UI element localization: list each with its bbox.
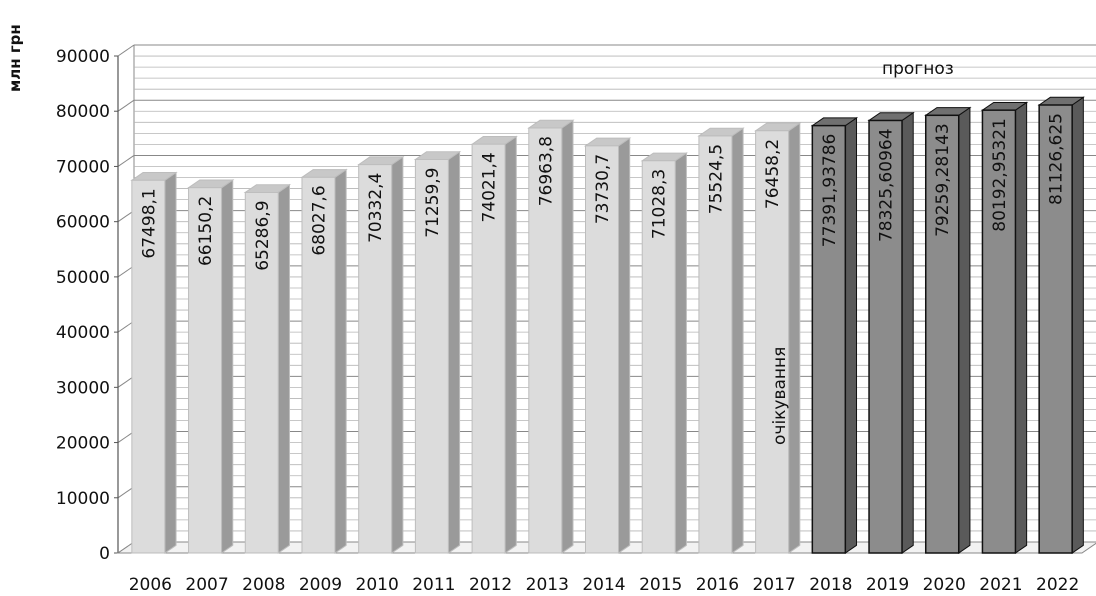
y-tick-label: 70000 (56, 157, 110, 177)
grid-diagonal (118, 155, 134, 166)
x-tick-label: 2006 (129, 575, 172, 595)
x-tick-label: 2013 (526, 575, 569, 595)
bar-side (165, 173, 176, 553)
x-tick-label: 2022 (1036, 575, 1079, 595)
data-label: 80192,95321 (990, 118, 1010, 232)
y-tick-label: 40000 (56, 323, 110, 343)
x-tick-label: 2010 (356, 575, 399, 595)
annotation-forecast: прогноз (882, 59, 954, 79)
data-label: 74021,4 (480, 152, 500, 222)
bar-side (392, 157, 403, 553)
y-tick-label: 30000 (56, 378, 110, 398)
data-label: 70332,4 (366, 173, 386, 243)
bar-side (335, 170, 346, 553)
x-tick-label: 2007 (185, 575, 228, 595)
grid-diagonal (118, 45, 134, 56)
x-tick-label: 2008 (242, 575, 285, 595)
data-label: 79259,28143 (933, 123, 953, 237)
bar-side (1015, 102, 1026, 553)
x-tick-label: 2017 (752, 575, 795, 595)
data-label: 66150,2 (196, 196, 216, 266)
bar-side (1072, 97, 1083, 553)
annotation-expected: очікування (770, 347, 790, 445)
data-label: 76458,2 (763, 139, 783, 209)
x-tick-label: 2019 (866, 575, 909, 595)
x-tick-label: 2015 (639, 575, 682, 595)
bar-side (732, 128, 743, 553)
data-label: 65286,9 (253, 200, 273, 270)
bar-side (789, 123, 800, 553)
x-tick-label: 2018 (809, 575, 852, 595)
x-tick-label: 2021 (979, 575, 1022, 595)
data-label: 67498,1 (139, 188, 159, 258)
grid-diagonal (118, 100, 134, 111)
bar-side (448, 152, 459, 553)
y-tick-label: 0 (99, 544, 110, 564)
bar-side (845, 118, 856, 553)
y-axis-label: млн грн (6, 24, 24, 92)
data-label: 68027,6 (309, 185, 329, 255)
x-tick-label: 2011 (412, 575, 455, 595)
data-label: 71259,9 (423, 167, 443, 237)
data-label: 73730,7 (593, 154, 613, 224)
x-tick-label: 2020 (923, 575, 966, 595)
y-tick-label: 60000 (56, 213, 110, 233)
bar-side (222, 180, 233, 553)
x-tick-label: 2016 (696, 575, 739, 595)
bar-side (278, 185, 289, 553)
data-label: 77391,93786 (820, 134, 840, 248)
bar-side (505, 137, 516, 553)
x-tick-label: 2012 (469, 575, 512, 595)
x-tick-label: 2014 (582, 575, 625, 595)
y-tick-label: 20000 (56, 434, 110, 454)
bar-side (619, 138, 630, 553)
bar-side (675, 153, 686, 553)
bar-side (902, 113, 913, 553)
x-tick-label: 2009 (299, 575, 342, 595)
data-label: 81126,625 (1047, 113, 1067, 205)
data-label: 71028,3 (650, 169, 670, 239)
y-tick-label: 90000 (56, 47, 110, 67)
data-label: 78325,60964 (877, 128, 897, 242)
data-label: 75524,5 (706, 144, 726, 214)
data-label: 76963,8 (536, 136, 556, 206)
y-tick-label: 50000 (56, 268, 110, 288)
y-tick-label: 10000 (56, 489, 110, 509)
bar-side (959, 108, 970, 553)
bar-side (562, 120, 573, 553)
y-tick-label: 80000 (56, 102, 110, 122)
